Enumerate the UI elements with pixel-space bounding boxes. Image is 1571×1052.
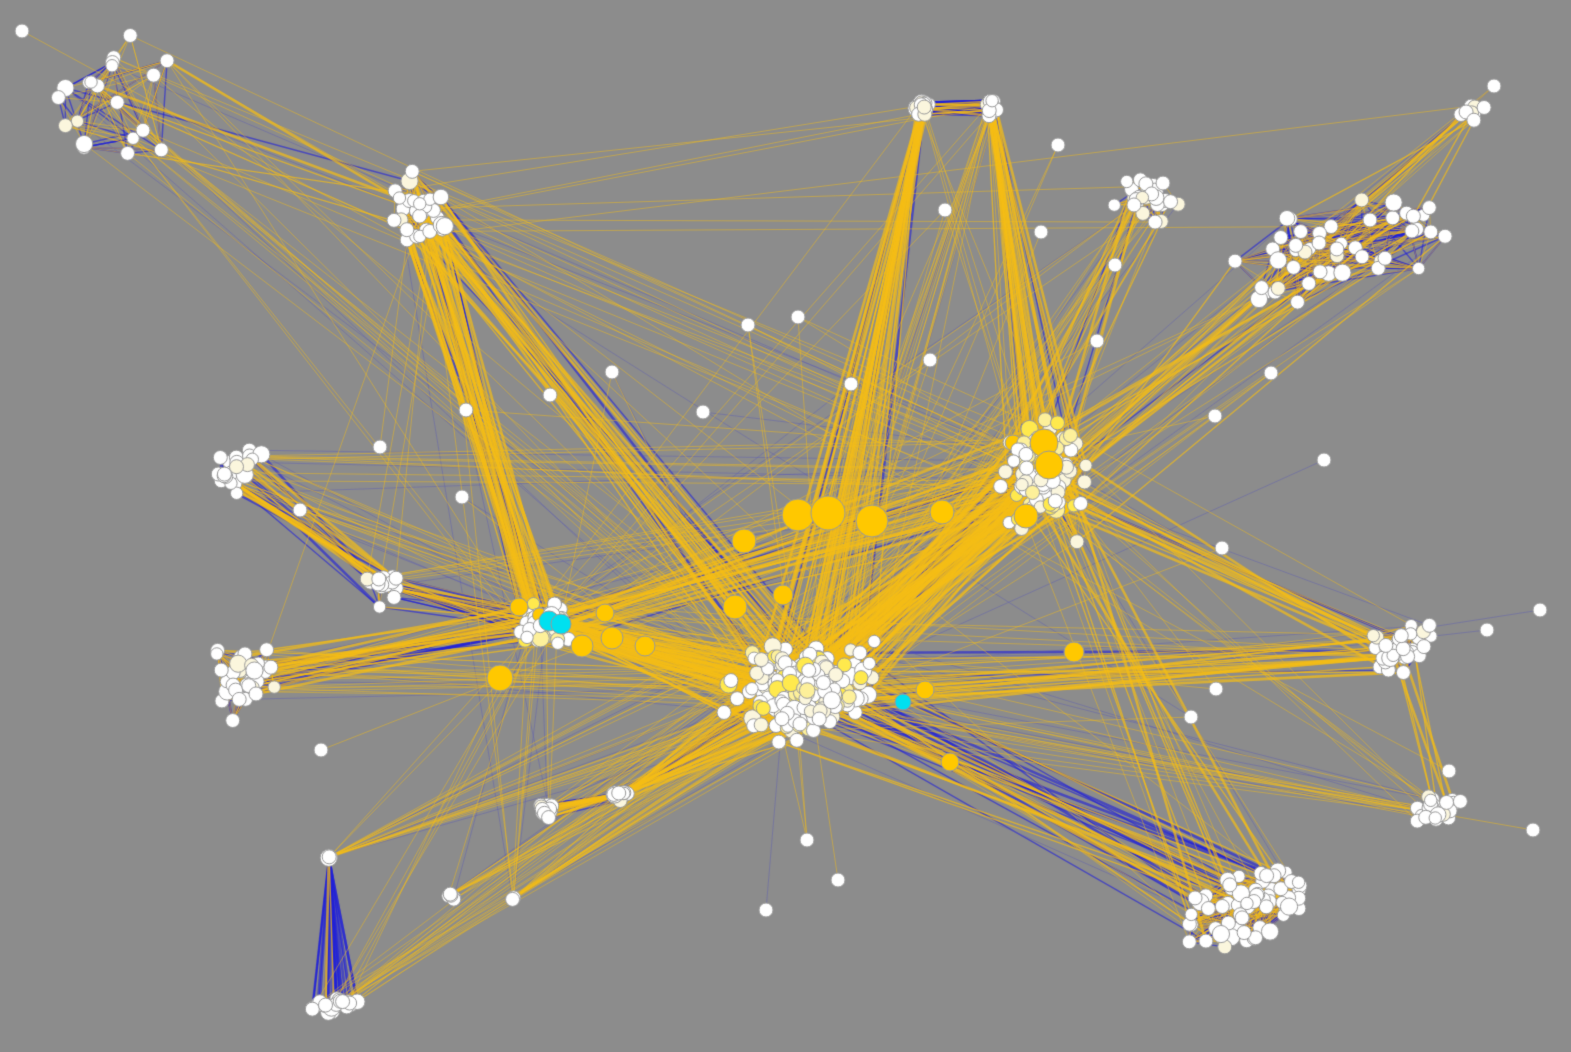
graph-viewport[interactable] xyxy=(0,0,1571,1052)
network-graph-canvas[interactable] xyxy=(0,0,1571,1052)
